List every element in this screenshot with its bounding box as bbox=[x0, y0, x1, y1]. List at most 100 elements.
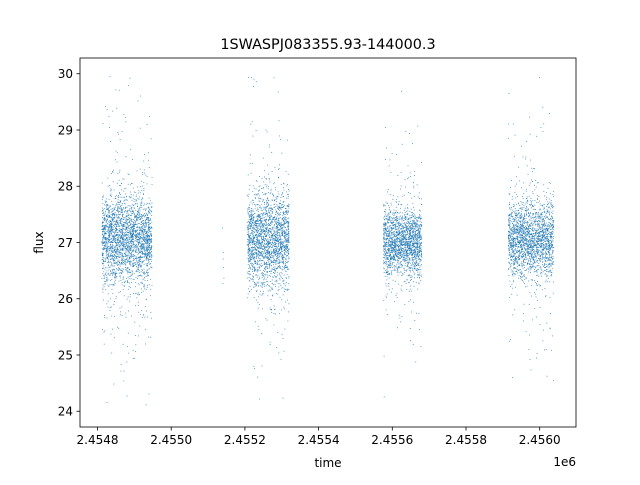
data-point bbox=[107, 256, 109, 258]
data-point bbox=[258, 253, 260, 255]
data-point bbox=[284, 252, 285, 254]
data-point bbox=[136, 216, 138, 217]
data-point bbox=[149, 219, 151, 220]
data-point bbox=[288, 275, 290, 277]
data-point bbox=[108, 221, 110, 223]
data-point bbox=[137, 301, 139, 303]
data-point bbox=[145, 246, 147, 248]
data-point bbox=[265, 219, 267, 221]
data-point bbox=[279, 250, 280, 251]
data-point bbox=[104, 243, 106, 245]
data-point bbox=[148, 255, 150, 257]
data-point bbox=[147, 226, 149, 228]
data-point bbox=[277, 245, 279, 246]
data-point bbox=[280, 232, 282, 234]
data-point bbox=[254, 266, 255, 268]
data-point bbox=[282, 211, 284, 213]
data-point bbox=[126, 228, 128, 230]
data-point bbox=[150, 249, 152, 251]
data-point bbox=[146, 225, 148, 227]
data-point bbox=[285, 245, 287, 247]
data-point bbox=[222, 252, 224, 253]
data-point bbox=[276, 229, 278, 231]
data-point bbox=[129, 237, 130, 239]
data-point bbox=[129, 232, 131, 234]
data-point bbox=[145, 259, 147, 261]
data-point bbox=[273, 240, 275, 241]
data-point bbox=[111, 225, 112, 227]
data-point bbox=[146, 286, 148, 288]
data-point bbox=[107, 265, 109, 267]
data-point bbox=[269, 225, 271, 226]
data-point bbox=[282, 283, 284, 285]
data-point bbox=[143, 208, 145, 210]
data-point bbox=[137, 249, 139, 250]
data-point bbox=[277, 213, 278, 214]
data-point bbox=[123, 380, 125, 382]
data-point bbox=[384, 275, 386, 277]
data-point bbox=[266, 245, 268, 247]
data-point bbox=[276, 222, 278, 223]
data-point bbox=[149, 242, 150, 244]
data-point bbox=[142, 220, 144, 222]
data-point bbox=[104, 237, 106, 238]
data-point bbox=[145, 263, 147, 265]
data-point bbox=[151, 317, 153, 319]
data-point bbox=[391, 264, 393, 266]
data-point bbox=[267, 250, 269, 252]
data-point bbox=[129, 230, 131, 232]
data-point bbox=[107, 245, 109, 247]
data-point bbox=[142, 220, 143, 222]
data-point bbox=[143, 188, 145, 189]
data-point bbox=[134, 357, 136, 359]
data-point bbox=[268, 204, 270, 206]
data-point bbox=[264, 230, 266, 232]
data-point bbox=[263, 199, 265, 201]
data-point bbox=[116, 251, 118, 253]
data-point bbox=[278, 169, 280, 170]
data-point bbox=[131, 229, 133, 230]
data-point bbox=[103, 245, 105, 246]
data-point bbox=[277, 222, 279, 223]
data-point bbox=[134, 351, 136, 352]
data-point bbox=[146, 219, 148, 220]
data-point bbox=[257, 251, 259, 253]
data-point bbox=[120, 238, 122, 240]
data-point bbox=[148, 245, 150, 247]
data-point bbox=[269, 214, 270, 216]
data-point bbox=[275, 293, 277, 294]
data-point bbox=[135, 245, 136, 246]
data-point bbox=[249, 257, 251, 259]
data-point bbox=[133, 204, 135, 206]
data-point bbox=[279, 246, 281, 248]
data-point bbox=[255, 261, 256, 262]
data-point bbox=[254, 193, 256, 195]
data-point bbox=[118, 207, 120, 209]
data-point bbox=[265, 235, 267, 237]
data-point bbox=[120, 185, 121, 187]
data-point bbox=[247, 212, 249, 214]
data-point bbox=[258, 216, 260, 218]
data-point bbox=[269, 219, 270, 220]
data-point bbox=[111, 272, 113, 274]
data-point bbox=[146, 256, 148, 258]
data-point bbox=[119, 231, 121, 232]
data-point bbox=[151, 226, 153, 228]
data-point bbox=[107, 209, 108, 211]
data-point bbox=[115, 295, 117, 297]
data-point bbox=[288, 311, 290, 313]
data-point bbox=[268, 247, 270, 249]
data-point bbox=[132, 232, 134, 234]
data-point bbox=[139, 219, 140, 221]
data-point bbox=[265, 274, 266, 276]
data-point bbox=[253, 224, 255, 225]
data-point bbox=[132, 278, 134, 280]
data-point bbox=[131, 236, 133, 238]
data-point bbox=[104, 267, 106, 269]
data-point bbox=[255, 245, 257, 246]
data-point bbox=[267, 198, 269, 200]
data-point bbox=[251, 227, 253, 229]
data-point bbox=[121, 235, 122, 237]
data-point bbox=[279, 232, 281, 234]
